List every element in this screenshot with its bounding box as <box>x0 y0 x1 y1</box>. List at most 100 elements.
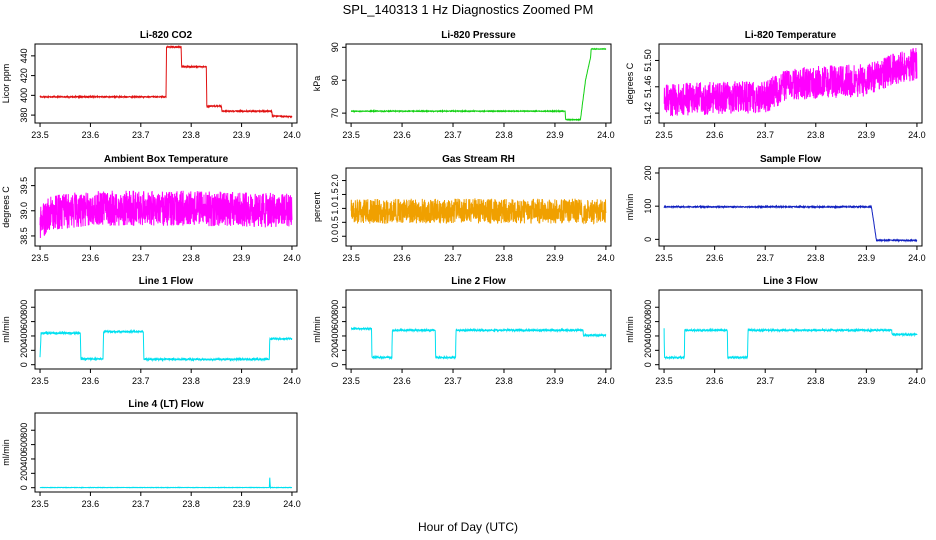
x-tick-label: 23.8 <box>807 376 825 386</box>
x-tick-label: 23.9 <box>546 253 564 263</box>
x-tick-label: 23.6 <box>393 376 411 386</box>
y-tick-label: 0 <box>330 362 340 367</box>
y-tick-label: 200 <box>643 165 653 180</box>
y-tick-label: 800 <box>19 300 29 315</box>
panel-title: Li-820 CO2 <box>140 30 193 41</box>
x-tick-label: 23.7 <box>132 130 150 140</box>
x-tick-label: 23.9 <box>233 130 251 140</box>
x-tick-label: 23.7 <box>756 253 774 263</box>
series-line <box>663 47 918 117</box>
x-tick-label: 23.6 <box>393 253 411 263</box>
x-tick-label: 23.7 <box>132 376 150 386</box>
x-tick-label: 23.8 <box>182 499 200 509</box>
x-tick-label: 23.5 <box>31 253 49 263</box>
y-tick-label: 800 <box>643 300 653 315</box>
y-axis-label: ml/min <box>1 316 11 343</box>
series-line <box>350 326 607 361</box>
plot-frame <box>34 412 298 493</box>
x-tick-label: 23.8 <box>182 253 200 263</box>
y-tick-label: 90 <box>330 42 340 52</box>
series-line <box>39 190 293 239</box>
y-tick-label: 39.0 <box>19 202 29 220</box>
x-tick-label: 23.8 <box>807 130 825 140</box>
series-line <box>350 198 607 225</box>
y-axis-label: ml/min <box>1 439 11 466</box>
panel-ambient: Ambient Box Temperature degrees C 23.5 23.6… <box>1 154 301 263</box>
panel-title: Sample Flow <box>760 154 821 165</box>
x-tick-label: 23.6 <box>706 253 724 263</box>
y-tick-label: 39.5 <box>19 177 29 195</box>
y-axis-label: degrees C <box>625 62 635 104</box>
plot-frame <box>658 43 923 124</box>
x-tick-label: 23.8 <box>182 130 200 140</box>
y-tick-label: 400 <box>19 88 29 103</box>
y-tick-label: 800 <box>330 300 340 315</box>
x-tick-label: 23.6 <box>393 130 411 140</box>
x-tick-label: 24.0 <box>908 376 926 386</box>
x-tick-label: 23.5 <box>342 253 360 263</box>
panel-grid: Li-820 CO2 Licor ppm 23.5 23.6 23.7 23.8 23.9 2… <box>1 30 926 509</box>
series-line <box>350 47 607 122</box>
x-tick-label: 23.8 <box>807 253 825 263</box>
y-tick-label: 80 <box>330 75 340 85</box>
figure-xlabel: Hour of Day (UTC) <box>418 520 518 534</box>
x-tick-label: 23.6 <box>82 253 100 263</box>
series-line <box>39 44 293 119</box>
y-axis-label: ml/min <box>625 316 635 343</box>
panel-title: Gas Stream RH <box>442 154 515 165</box>
panel-co2: Li-820 CO2 Licor ppm 23.5 23.6 23.7 23.8 23.9 2… <box>1 30 301 140</box>
y-tick-label: 400 <box>19 451 29 466</box>
plot-frame <box>345 167 612 247</box>
panel-sample: Sample Flow ml/min 23.5 23.6 23.7 23.8 23.9 24.… <box>625 154 926 263</box>
x-tick-label: 24.0 <box>597 130 615 140</box>
plot-frame <box>34 167 298 247</box>
x-tick-label: 23.9 <box>546 130 564 140</box>
x-tick-label: 23.6 <box>706 130 724 140</box>
x-tick-label: 23.7 <box>444 253 462 263</box>
series-line <box>39 328 293 363</box>
y-tick-label: 2.0 <box>330 174 340 187</box>
x-tick-label: 23.8 <box>495 376 513 386</box>
x-tick-label: 24.0 <box>283 499 301 509</box>
y-tick-label: 0.0 <box>330 230 340 243</box>
y-tick-label: 1.5 <box>330 188 340 201</box>
x-tick-label: 23.8 <box>495 253 513 263</box>
x-tick-label: 23.7 <box>132 253 150 263</box>
x-tick-label: 23.8 <box>495 130 513 140</box>
x-tick-label: 24.0 <box>908 253 926 263</box>
y-tick-label: 0.5 <box>330 216 340 229</box>
y-tick-label: 600 <box>330 314 340 329</box>
plot-frame <box>658 289 923 370</box>
y-tick-label: 70 <box>330 108 340 118</box>
x-tick-label: 23.5 <box>31 499 49 509</box>
y-tick-label: 51.42 <box>643 102 653 125</box>
y-tick-label: 51.46 <box>643 76 653 99</box>
series-line <box>663 204 918 243</box>
panel-li820temp: Li-820 Temperature degrees C 23.5 23.6 23.7 2… <box>625 30 926 140</box>
panel-title: Li-820 Temperature <box>745 30 837 41</box>
y-tick-label: 440 <box>19 48 29 63</box>
y-tick-label: 1.0 <box>330 202 340 215</box>
x-tick-label: 23.9 <box>233 376 251 386</box>
y-tick-label: 51.50 <box>643 49 653 72</box>
x-tick-label: 23.9 <box>233 253 251 263</box>
y-tick-label: 200 <box>19 466 29 481</box>
x-tick-label: 23.9 <box>858 376 876 386</box>
x-tick-label: 23.5 <box>31 130 49 140</box>
y-axis-label: degrees C <box>1 186 11 228</box>
panel-line3: Line 3 Flow ml/min 23.5 23.6 23.7 23.8 23.9 24.… <box>625 276 926 386</box>
panel-title: Line 4 (LT) Flow <box>128 399 204 410</box>
plot-frame <box>345 43 612 124</box>
y-axis-label: Licor ppm <box>1 64 11 104</box>
x-tick-label: 23.9 <box>546 376 564 386</box>
y-tick-label: 0 <box>643 362 653 367</box>
x-tick-label: 24.0 <box>597 253 615 263</box>
x-tick-label: 23.5 <box>342 376 360 386</box>
panel-rh: Gas Stream RH percent 23.5 23.6 23.7 23.8 23.9… <box>312 154 615 263</box>
y-axis-label: ml/min <box>312 316 322 343</box>
x-tick-label: 24.0 <box>908 130 926 140</box>
x-tick-label: 23.9 <box>858 253 876 263</box>
x-tick-label: 23.5 <box>655 376 673 386</box>
y-tick-label: 380 <box>19 108 29 123</box>
